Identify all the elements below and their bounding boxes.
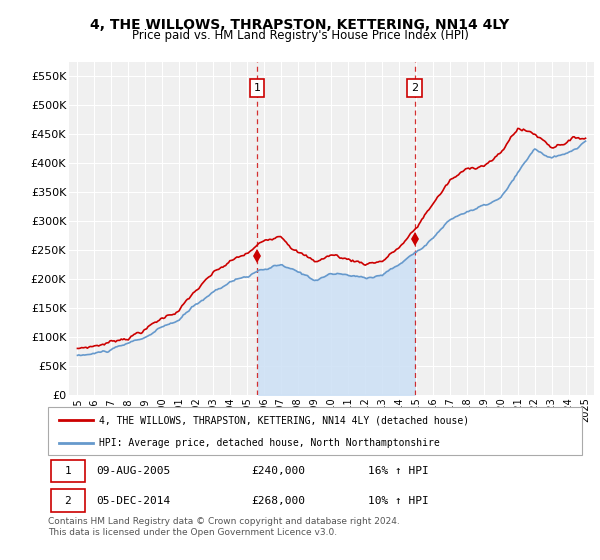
Text: 2: 2: [64, 496, 71, 506]
Text: 10% ↑ HPI: 10% ↑ HPI: [368, 496, 429, 506]
Text: £240,000: £240,000: [251, 466, 305, 476]
Text: £268,000: £268,000: [251, 496, 305, 506]
Text: 1: 1: [253, 83, 260, 92]
Text: 4, THE WILLOWS, THRAPSTON, KETTERING, NN14 4LY (detached house): 4, THE WILLOWS, THRAPSTON, KETTERING, NN…: [99, 416, 469, 426]
Text: 1: 1: [64, 466, 71, 476]
FancyBboxPatch shape: [50, 489, 85, 512]
Text: 16% ↑ HPI: 16% ↑ HPI: [368, 466, 429, 476]
Text: 4, THE WILLOWS, THRAPSTON, KETTERING, NN14 4LY: 4, THE WILLOWS, THRAPSTON, KETTERING, NN…: [91, 18, 509, 32]
FancyBboxPatch shape: [48, 407, 582, 455]
Text: HPI: Average price, detached house, North Northamptonshire: HPI: Average price, detached house, Nort…: [99, 438, 439, 448]
Text: 05-DEC-2014: 05-DEC-2014: [96, 496, 170, 506]
Text: Price paid vs. HM Land Registry's House Price Index (HPI): Price paid vs. HM Land Registry's House …: [131, 29, 469, 42]
Text: 09-AUG-2005: 09-AUG-2005: [96, 466, 170, 476]
Text: 2: 2: [411, 83, 418, 92]
FancyBboxPatch shape: [50, 460, 85, 482]
Text: Contains HM Land Registry data © Crown copyright and database right 2024.
This d: Contains HM Land Registry data © Crown c…: [48, 517, 400, 537]
